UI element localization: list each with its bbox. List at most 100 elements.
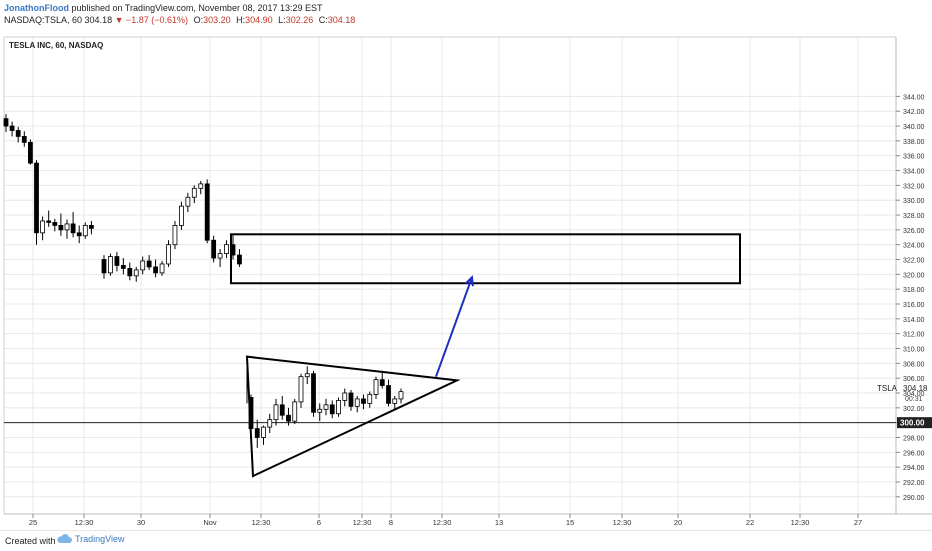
candle-body — [398, 391, 404, 400]
chart-header: JonathonFlood published on TradingView.c… — [0, 0, 932, 34]
candle — [279, 395, 285, 420]
candle — [367, 391, 373, 408]
candle-body — [198, 183, 204, 189]
candle — [34, 160, 39, 245]
candle-body — [64, 223, 70, 231]
candle — [146, 255, 152, 270]
candle — [82, 222, 88, 239]
price-chart[interactable]: 344.00 342.00 340.00 338.00 336.00 334.00 332.… — [0, 0, 932, 530]
candle — [89, 220, 94, 235]
y-tick-label: 332.00 — [903, 183, 925, 190]
candle-body — [286, 414, 291, 422]
candle-body — [261, 426, 266, 438]
breakout-arrow[interactable] — [435, 276, 473, 378]
y-tick-label: 344.00 — [903, 94, 925, 101]
candle-body — [58, 225, 64, 231]
candle — [292, 398, 298, 425]
candle-body — [140, 260, 146, 271]
candle — [108, 253, 113, 276]
candle — [329, 400, 335, 419]
candle — [101, 255, 107, 279]
y-tick-label: 320.00 — [903, 272, 925, 279]
candle — [286, 407, 291, 426]
author-link[interactable]: JonathonFlood — [4, 3, 69, 13]
publish-line: JonathonFlood published on TradingView.c… — [4, 3, 323, 13]
candle — [217, 249, 223, 267]
tradingview-link[interactable]: TradingView — [56, 534, 125, 544]
x-tick-label: Nov — [203, 518, 217, 527]
candle-body — [40, 220, 45, 234]
candle-body — [224, 244, 229, 254]
candle-body — [329, 404, 335, 415]
price-change: ▼ −1.87 (−0.61%) — [114, 15, 189, 25]
candle-body — [185, 196, 191, 207]
candle-body — [211, 239, 217, 259]
published-text: published on TradingView.com, November 0… — [71, 3, 323, 13]
horizontal-line-label-text: 300.00 — [900, 419, 925, 428]
open-label: O: — [193, 15, 204, 25]
candle — [58, 213, 64, 236]
candle-body — [153, 266, 159, 274]
y-tick-label: 292.00 — [903, 480, 925, 487]
candle-body — [348, 392, 354, 407]
y-tick-label: 336.00 — [903, 154, 925, 161]
candle-body — [146, 260, 152, 268]
y-tick-label: 308.00 — [903, 361, 925, 368]
candle-body — [172, 225, 178, 246]
candle — [133, 266, 139, 282]
candle — [317, 403, 323, 422]
candle — [237, 249, 242, 267]
candle — [15, 126, 21, 143]
candle — [185, 192, 191, 213]
candle — [298, 373, 304, 408]
candle-body — [217, 253, 223, 259]
candle — [76, 225, 82, 244]
candle-body — [292, 401, 298, 422]
candle — [52, 218, 58, 232]
candle — [204, 179, 210, 244]
target-rectangle[interactable] — [230, 233, 741, 285]
y-tick-label: 326.00 — [903, 228, 925, 235]
candle-body — [3, 118, 9, 127]
x-tick-label: 12:30 — [75, 518, 94, 527]
candle — [159, 261, 165, 276]
candle-body — [237, 254, 242, 265]
candle — [273, 398, 279, 426]
candle-body — [70, 223, 76, 234]
candle — [354, 395, 360, 413]
candle — [304, 366, 310, 385]
y-tick-label: 324.00 — [903, 243, 925, 250]
candle-body — [373, 379, 379, 395]
candle-body — [89, 225, 94, 229]
y-tick-label: 342.00 — [903, 109, 925, 116]
candle — [336, 397, 341, 417]
triangle-pattern[interactable] — [245, 355, 461, 478]
candle — [178, 201, 184, 230]
candle-body — [133, 269, 139, 277]
y-tick-label: 334.00 — [903, 169, 925, 176]
y-tick-label: 330.00 — [903, 198, 925, 205]
candle — [211, 235, 217, 263]
candle — [342, 388, 348, 407]
candle-body — [311, 373, 316, 413]
y-tick-label: 290.00 — [903, 495, 925, 502]
candle-body — [386, 385, 391, 404]
x-tick-label: 15 — [566, 518, 574, 527]
candle-body — [82, 225, 88, 237]
high-label: H: — [236, 15, 246, 25]
candle — [166, 240, 171, 267]
candle — [267, 413, 273, 434]
y-tick-label: 322.00 — [903, 258, 925, 265]
candle-body — [15, 130, 21, 137]
ohlc-line: NASDAQ:TSLA, 60 304.18 ▼ −1.87 (−0.61%) … — [4, 15, 355, 25]
candle-body — [76, 232, 82, 237]
x-tick-label: 20 — [674, 518, 682, 527]
x-tick-label: 13 — [495, 518, 503, 527]
candle-body — [367, 394, 373, 404]
y-tick-label: 338.00 — [903, 139, 925, 146]
candle — [398, 388, 404, 404]
low-value: 302.26 — [285, 15, 314, 25]
y-tick-label: 310.00 — [903, 347, 925, 354]
y-tick-label: 306.00 — [903, 376, 925, 383]
candle — [392, 395, 398, 410]
